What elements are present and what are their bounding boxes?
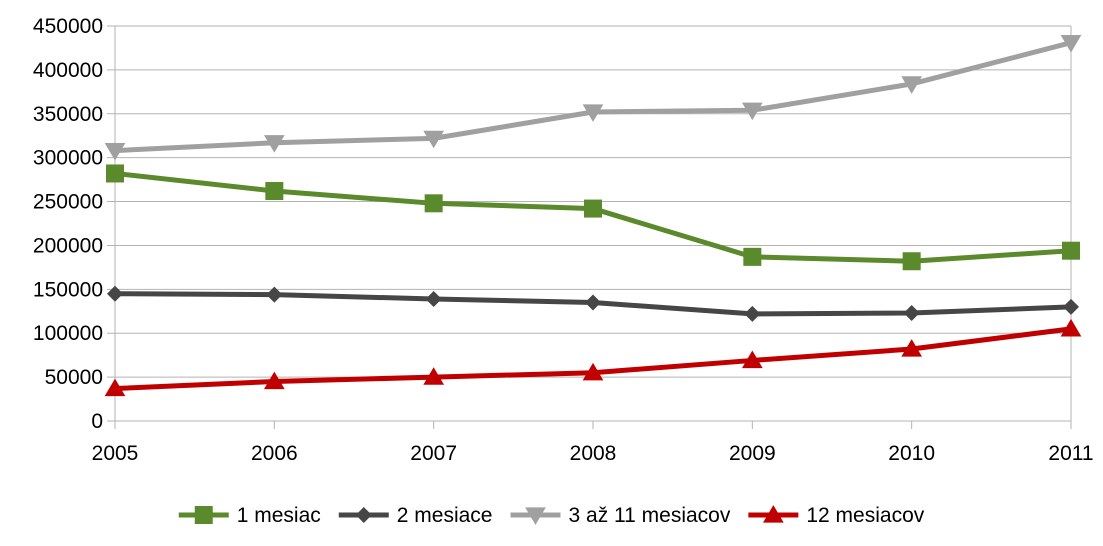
legend-label: 12 mesiacov — [806, 504, 924, 527]
x-tick-label: 2007 — [410, 442, 457, 465]
data-point — [424, 194, 443, 213]
legend-label: 3 až 11 mesiacov — [569, 504, 731, 527]
x-axis: 2005 2006 2007 2008 2009 2010 2011 — [92, 421, 1094, 465]
legend-label: 2 mesiace — [397, 504, 493, 527]
y-tick-label: 450000 — [33, 15, 103, 38]
grid — [107, 25, 1072, 422]
y-tick-label: 0 — [91, 410, 103, 433]
data-point — [902, 252, 921, 271]
y-tick-label: 250000 — [33, 191, 103, 214]
y-tick-label: 400000 — [33, 59, 103, 82]
data-point — [1060, 35, 1082, 53]
x-tick-label: 2006 — [251, 442, 298, 465]
data-point — [265, 182, 284, 201]
x-tick-label: 2009 — [729, 442, 776, 465]
series-1 — [106, 164, 1080, 271]
legend-marker — [355, 507, 372, 523]
series-3 — [104, 35, 1082, 161]
y-tick-label: 50000 — [45, 366, 103, 389]
y-tick-label: 150000 — [33, 278, 103, 301]
data-point — [585, 294, 601, 311]
data-point — [1062, 241, 1080, 260]
data-point — [423, 130, 445, 149]
data-point — [425, 290, 442, 307]
legend-item-1: 1 mesiac — [178, 504, 321, 527]
data-point — [741, 350, 763, 369]
legend-marker — [525, 507, 546, 525]
legend-marker — [763, 505, 784, 523]
legend-item-4: 12 mesiacov — [748, 504, 925, 527]
data-point — [584, 199, 602, 218]
data-point — [107, 285, 123, 302]
series-2 — [107, 285, 1079, 322]
data-point — [263, 135, 285, 153]
legend: 1 mesiac 2 mesiace 3 až 11 mesiacov 12 mesi… — [178, 504, 925, 527]
data-point — [741, 102, 763, 121]
data-point — [743, 247, 762, 266]
data-point — [903, 305, 920, 322]
data-point — [1063, 298, 1079, 315]
data-point — [1060, 318, 1082, 337]
legend-marker — [194, 506, 213, 524]
data-point — [104, 378, 126, 397]
x-tick-label: 2005 — [92, 442, 139, 465]
legend-label: 1 mesiac — [237, 504, 321, 527]
data-point — [582, 362, 604, 381]
data-point — [901, 339, 923, 357]
data-point — [106, 164, 124, 183]
x-tick-label: 2010 — [888, 442, 935, 465]
legend-item-2: 2 mesiace — [338, 504, 493, 527]
data-point — [263, 371, 285, 390]
data-point — [266, 286, 283, 303]
data-point — [901, 76, 923, 94]
series-line — [114, 40, 1072, 154]
y-tick-label: 100000 — [33, 322, 103, 345]
data-point — [104, 142, 126, 161]
series-4 — [104, 318, 1082, 397]
x-tick-label: 2008 — [570, 442, 617, 465]
y-tick-label: 300000 — [33, 147, 103, 170]
data-point — [582, 104, 604, 122]
y-tick-label: 200000 — [33, 234, 103, 257]
legend-item-3: 3 až 11 mesiacov — [510, 504, 731, 527]
series-layer — [104, 35, 1082, 397]
y-tick-label: 350000 — [33, 103, 103, 126]
data-point — [744, 305, 761, 322]
x-tick-label: 2011 — [1048, 442, 1093, 465]
y-axis: 0 50000 100000 150000 200000 250000 300000 3500… — [33, 15, 103, 433]
data-point — [423, 367, 445, 385]
